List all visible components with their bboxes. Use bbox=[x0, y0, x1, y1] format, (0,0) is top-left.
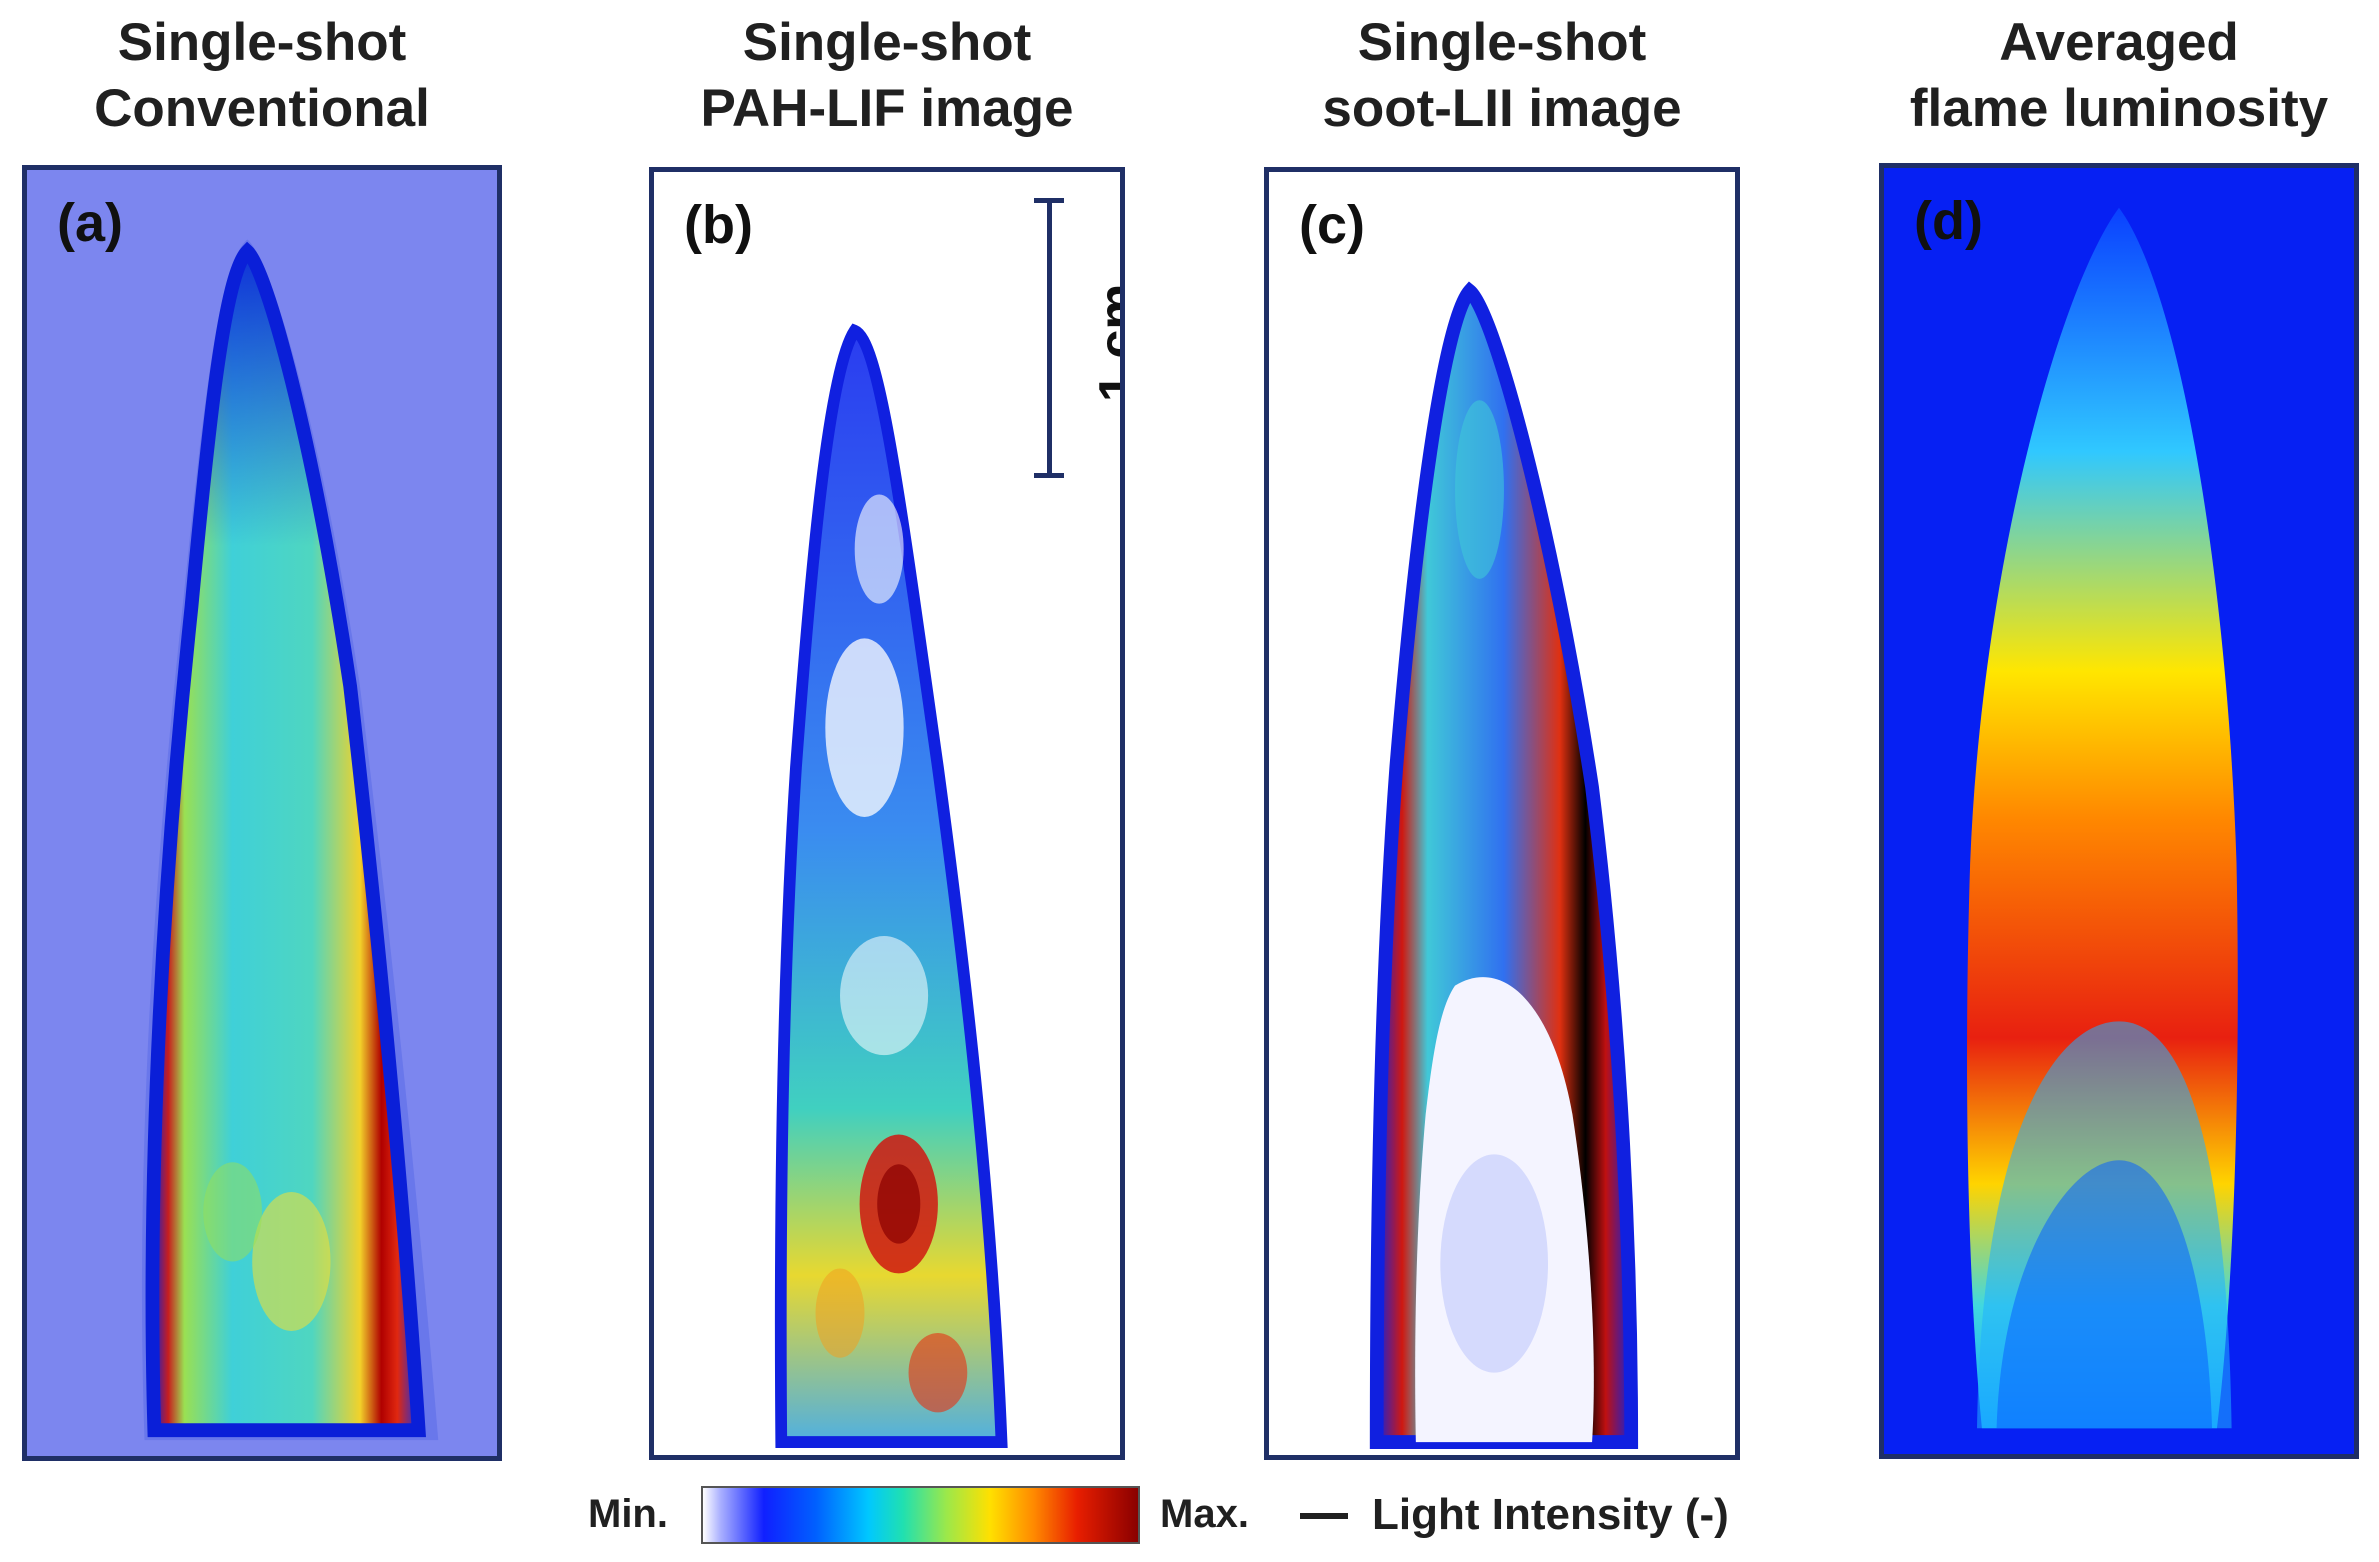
panel-a-image: (a) bbox=[22, 165, 502, 1461]
panel-a-title: Single-shot Conventional bbox=[22, 10, 502, 142]
colorbar-max-label: Max. bbox=[1160, 1492, 1249, 1536]
panel-c-label: (c) bbox=[1299, 195, 1365, 255]
panel-c-image: (c) bbox=[1264, 167, 1740, 1460]
panel-a-title-line1: Single-shot bbox=[117, 13, 407, 72]
panel-d-title: Averaged flame luminosity bbox=[1879, 10, 2359, 142]
panel-d-title-line1: Averaged bbox=[1999, 13, 2239, 72]
panel-b-image: (b) 1 cm bbox=[649, 167, 1125, 1460]
panel-d-flame bbox=[1967, 207, 2238, 1429]
panel-b-title-line2: PAH-LIF image bbox=[700, 79, 1074, 138]
panel-d-label: (d) bbox=[1914, 191, 1983, 251]
panel-c-title: Single-shot soot-LII image bbox=[1264, 10, 1740, 142]
panel-d-title-line2: flame luminosity bbox=[1909, 79, 2329, 138]
colorbar bbox=[701, 1486, 1140, 1544]
panel-c-flame bbox=[1369, 281, 1639, 1450]
panel-a-flame bbox=[141, 239, 439, 1441]
panel-d-image: (d) bbox=[1879, 163, 2359, 1459]
panel-c-title-line1: Single-shot bbox=[1357, 13, 1647, 72]
panel-b-title-line1: Single-shot bbox=[742, 13, 1032, 72]
colorbar-min-label: Min. bbox=[588, 1492, 668, 1536]
panel-c-title-line2: soot-LII image bbox=[1322, 79, 1682, 138]
colorbar-quantity-label: Light Intensity (-) bbox=[1372, 1490, 1729, 1539]
scale-bar bbox=[1034, 198, 1064, 478]
scale-bar-label: 1 cm bbox=[1089, 283, 1125, 402]
panel-b-flame bbox=[774, 323, 1008, 1449]
panel-b-title: Single-shot PAH-LIF image bbox=[649, 10, 1125, 142]
legend-dash bbox=[1300, 1513, 1348, 1519]
panel-a-label: (a) bbox=[57, 193, 123, 253]
panel-b-label: (b) bbox=[684, 195, 753, 255]
panel-a-title-line2: Conventional bbox=[94, 79, 430, 138]
